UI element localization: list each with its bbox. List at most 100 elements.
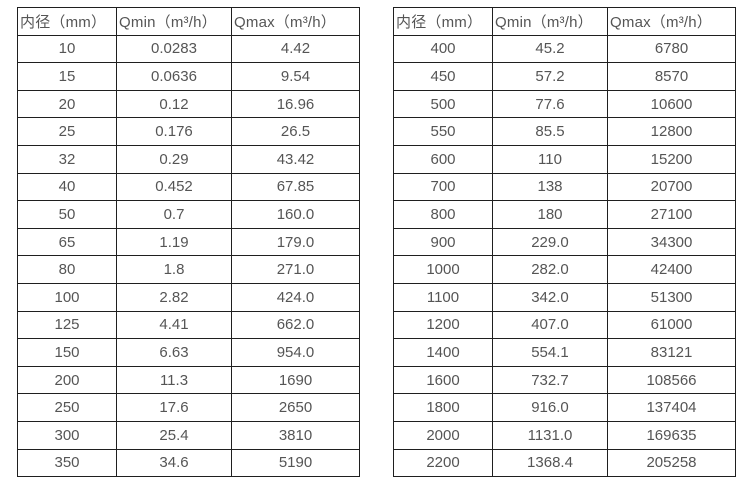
table-cell: 1200 bbox=[393, 310, 493, 340]
table-cell: 137404 bbox=[607, 393, 736, 422]
table-cell: 250 bbox=[17, 393, 117, 422]
table-cell: 108566 bbox=[607, 365, 736, 395]
table-cell: 57.2 bbox=[492, 62, 608, 91]
table-cell: 1100 bbox=[393, 282, 493, 312]
table-cell: 1.8 bbox=[116, 255, 232, 284]
table-cell: 554.1 bbox=[492, 338, 608, 367]
table-cell: 169635 bbox=[607, 420, 736, 450]
table-cell: 1131.0 bbox=[492, 420, 608, 450]
table-cell: 954.0 bbox=[231, 338, 360, 367]
table-cell: 125 bbox=[17, 310, 117, 340]
table-cell: 1.19 bbox=[116, 227, 232, 257]
table-cell: 450 bbox=[393, 62, 493, 91]
table-row: 900 229.0 34300 bbox=[393, 227, 736, 257]
table-row: 10 0.0283 4.42 bbox=[17, 34, 360, 64]
table-cell: 12800 bbox=[607, 117, 736, 146]
table-cell: 34.6 bbox=[116, 448, 232, 478]
table-cell: 0.29 bbox=[116, 144, 232, 174]
flow-table-large-diameters: 内径（mm） Qmin（m³/h） Qmax（m³/h） 400 45.2 6780 450… bbox=[393, 7, 736, 478]
table-cell: 550 bbox=[393, 117, 493, 146]
table-cell: 180 bbox=[492, 200, 608, 229]
table-row: 800 180 27100 bbox=[393, 200, 736, 229]
table-cell: 27100 bbox=[607, 200, 736, 229]
table-cell: 40 bbox=[17, 172, 117, 202]
table-cell: 342.0 bbox=[492, 282, 608, 312]
table-cell: 1600 bbox=[393, 365, 493, 395]
table-row: 1600 732.7 108566 bbox=[393, 365, 736, 395]
table-cell: 51300 bbox=[607, 282, 736, 312]
table-cell: 100 bbox=[17, 282, 117, 312]
table-cell: 0.176 bbox=[116, 117, 232, 146]
table-cell: 271.0 bbox=[231, 255, 360, 284]
table-cell: 67.85 bbox=[231, 172, 360, 202]
table-cell: 179.0 bbox=[231, 227, 360, 257]
table-cell: 15200 bbox=[607, 144, 736, 174]
table-row: 1000 282.0 42400 bbox=[393, 255, 736, 284]
table-cell: 2000 bbox=[393, 420, 493, 450]
table-cell: 5190 bbox=[231, 448, 360, 478]
table-cell: 34300 bbox=[607, 227, 736, 257]
table-cell: 400 bbox=[393, 34, 493, 64]
table-cell: 300 bbox=[17, 420, 117, 450]
table-cell: 3810 bbox=[231, 420, 360, 450]
table-cell: 83121 bbox=[607, 338, 736, 367]
column-header: 内径（mm） bbox=[393, 7, 493, 36]
column-header: Qmax（m³/h） bbox=[607, 7, 736, 36]
table-cell: 500 bbox=[393, 89, 493, 119]
table-row: 1800 916.0 137404 bbox=[393, 393, 736, 422]
table-cell: 0.0636 bbox=[116, 62, 232, 91]
table-cell: 42400 bbox=[607, 255, 736, 284]
table-row: 1100 342.0 51300 bbox=[393, 282, 736, 312]
table-cell: 61000 bbox=[607, 310, 736, 340]
table-row: 32 0.29 43.42 bbox=[17, 144, 360, 174]
table-cell: 1400 bbox=[393, 338, 493, 367]
table-cell: 10600 bbox=[607, 89, 736, 119]
table-cell: 2650 bbox=[231, 393, 360, 422]
table-cell: 110 bbox=[492, 144, 608, 174]
table-row: 250 17.6 2650 bbox=[17, 393, 360, 422]
table-cell: 700 bbox=[393, 172, 493, 202]
table-cell: 916.0 bbox=[492, 393, 608, 422]
table-cell: 1368.4 bbox=[492, 448, 608, 478]
table-row: 15 0.0636 9.54 bbox=[17, 62, 360, 91]
flow-table-small-diameters: 内径（mm） Qmin（m³/h） Qmax（m³/h） 10 0.0283 4.42 15… bbox=[17, 7, 360, 478]
table-cell: 0.12 bbox=[116, 89, 232, 119]
table-row: 300 25.4 3810 bbox=[17, 420, 360, 450]
table-cell: 1000 bbox=[393, 255, 493, 284]
table-cell: 0.7 bbox=[116, 200, 232, 229]
table-cell: 200 bbox=[17, 365, 117, 395]
table-cell: 26.5 bbox=[231, 117, 360, 146]
table-cell: 6.63 bbox=[116, 338, 232, 367]
table-cell: 20700 bbox=[607, 172, 736, 202]
table-row: 350 34.6 5190 bbox=[17, 448, 360, 478]
table-cell: 282.0 bbox=[492, 255, 608, 284]
table-cell: 80 bbox=[17, 255, 117, 284]
column-header: Qmin（m³/h） bbox=[492, 7, 608, 36]
table-cell: 8570 bbox=[607, 62, 736, 91]
table-cell: 17.6 bbox=[116, 393, 232, 422]
table-cell: 424.0 bbox=[231, 282, 360, 312]
table-row: 450 57.2 8570 bbox=[393, 62, 736, 91]
table-row: 2000 1131.0 169635 bbox=[393, 420, 736, 450]
table-cell: 50 bbox=[17, 200, 117, 229]
table-row: 65 1.19 179.0 bbox=[17, 227, 360, 257]
table-row: 50 0.7 160.0 bbox=[17, 200, 360, 229]
table-cell: 732.7 bbox=[492, 365, 608, 395]
table-cell: 32 bbox=[17, 144, 117, 174]
table-cell: 15 bbox=[17, 62, 117, 91]
table-cell: 43.42 bbox=[231, 144, 360, 174]
table-cell: 9.54 bbox=[231, 62, 360, 91]
table-cell: 85.5 bbox=[492, 117, 608, 146]
table-cell: 1690 bbox=[231, 365, 360, 395]
table-cell: 4.42 bbox=[231, 34, 360, 64]
table-cell: 16.96 bbox=[231, 89, 360, 119]
table-row: 2200 1368.4 205258 bbox=[393, 448, 736, 478]
table-cell: 0.452 bbox=[116, 172, 232, 202]
table-cell: 900 bbox=[393, 227, 493, 257]
table-row: 100 2.82 424.0 bbox=[17, 282, 360, 312]
table-cell: 4.41 bbox=[116, 310, 232, 340]
column-header: Qmin（m³/h） bbox=[116, 7, 232, 36]
table-cell: 160.0 bbox=[231, 200, 360, 229]
table-cell: 350 bbox=[17, 448, 117, 478]
column-header: Qmax（m³/h） bbox=[231, 7, 360, 36]
